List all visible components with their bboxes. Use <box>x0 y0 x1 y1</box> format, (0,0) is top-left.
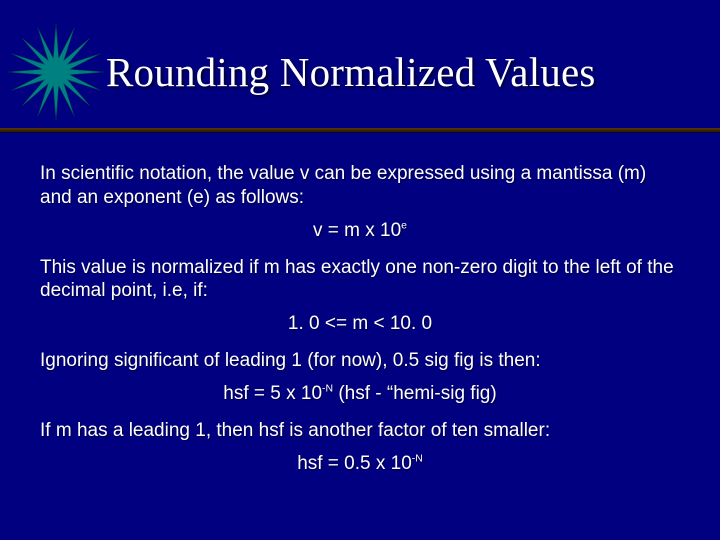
paragraph-1: In scientific notation, the value v can … <box>40 162 680 210</box>
paragraph-3: Ignoring significant of leading 1 (for n… <box>40 349 680 373</box>
formula-4-base: hsf = 0.5 x 10 <box>297 453 412 474</box>
formula-2: 1. 0 <= m < 10. 0 <box>40 313 680 335</box>
formula-4-sup: -N <box>412 453 423 464</box>
formula-3-tail: (hsf - “hemi-sig fig) <box>333 383 497 404</box>
formula-3: hsf = 5 x 10-N (hsf - “hemi-sig fig) <box>40 383 680 405</box>
formula-3-sup: -N <box>322 383 333 394</box>
slide-title: Rounding Normalized Values <box>106 48 596 96</box>
content-area: In scientific notation, the value v can … <box>0 132 720 475</box>
formula-3-base: hsf = 5 x 10 <box>223 383 322 404</box>
title-row: Rounding Normalized Values <box>0 0 720 122</box>
slide: Rounding Normalized Values In scientific… <box>0 0 720 540</box>
formula-4: hsf = 0.5 x 10-N <box>40 453 680 475</box>
formula-1: v = m x 10e <box>40 220 680 242</box>
formula-1-base: v = m x 10 <box>313 220 401 241</box>
starburst-icon <box>6 22 106 122</box>
formula-1-sup: e <box>401 220 407 231</box>
paragraph-2: This value is normalized if m has exactl… <box>40 256 680 304</box>
paragraph-4: If m has a leading 1, then hsf is anothe… <box>40 419 680 443</box>
